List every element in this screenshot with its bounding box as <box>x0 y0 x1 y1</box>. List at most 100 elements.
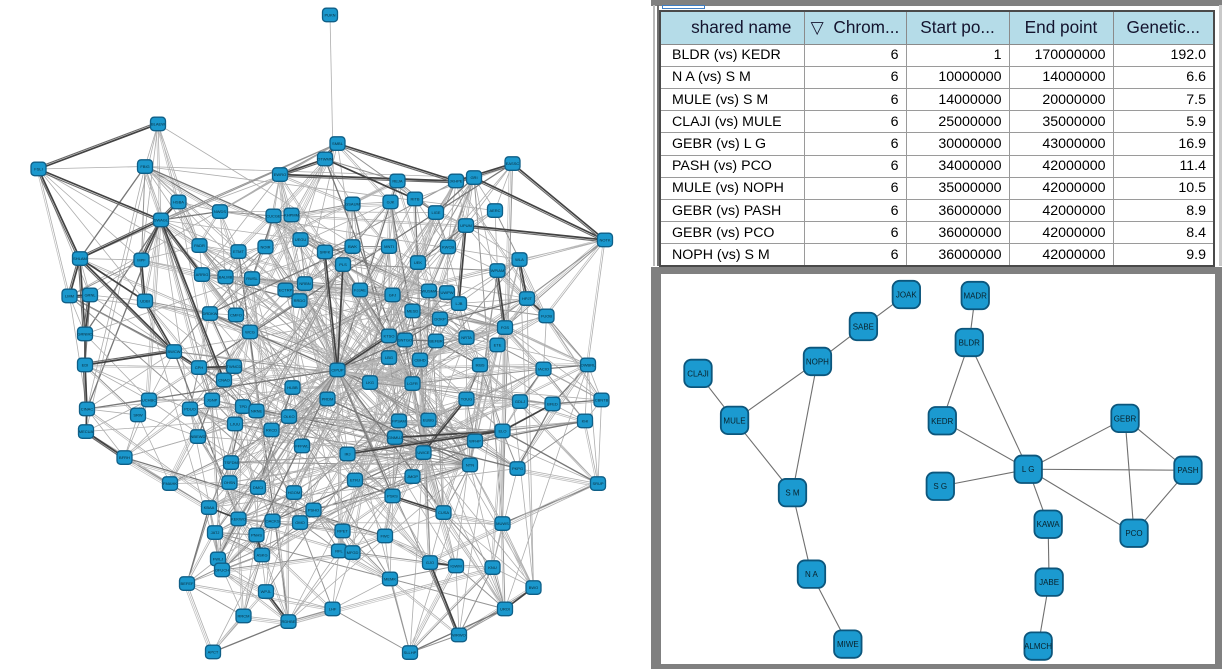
svg-text:FMAHK: FMAHK <box>163 481 177 486</box>
svg-text:BWK: BWK <box>348 244 357 249</box>
svg-text:WRWO: WRWO <box>452 633 465 638</box>
svg-text:MNTI: MNTI <box>384 244 394 249</box>
svg-text:NOTK: NOTK <box>599 238 610 243</box>
svg-text:CLAJI: CLAJI <box>687 369 709 378</box>
svg-text:UDBI: UDBI <box>140 299 150 304</box>
svg-text:NRTA: NRTA <box>461 335 472 340</box>
svg-text:LJUU: LJUU <box>230 422 240 427</box>
svg-text:HGOM: HGOM <box>288 490 300 495</box>
svg-text:PADR: PADR <box>194 243 205 248</box>
svg-text:SWAGL: SWAGL <box>154 218 169 223</box>
svg-text:CIPUP: CIPUP <box>331 368 344 373</box>
svg-text:IRJ: IRJ <box>345 452 351 457</box>
svg-text:KWCB: KWCB <box>442 245 454 250</box>
svg-text:MECUA: MECUA <box>79 429 94 434</box>
svg-text:JABE: JABE <box>1039 578 1059 587</box>
svg-text:PASH: PASH <box>1177 466 1198 475</box>
svg-text:DRDKW: DRDKW <box>202 311 217 316</box>
svg-text:CNAO: CNAO <box>218 378 230 383</box>
svg-text:OTWMN: OTWMN <box>317 157 333 162</box>
svg-text:MUWS: MUWS <box>496 521 509 526</box>
svg-text:HSBA: HSBA <box>173 200 184 205</box>
svg-text:EASSC: EASSC <box>506 161 520 166</box>
svg-text:TSFDM: TSFDM <box>224 460 238 465</box>
svg-text:LHF: LHF <box>329 607 337 612</box>
svg-text:LMM: LMM <box>65 294 74 299</box>
svg-text:ECTRP: ECTRP <box>279 288 293 293</box>
svg-text:UWPW: UWPW <box>440 290 453 295</box>
svg-text:HLBB: HLBB <box>287 385 298 390</box>
svg-text:WPJL: WPJL <box>261 589 272 594</box>
svg-text:SMBL: SMBL <box>332 141 344 146</box>
svg-text:GFJ: GFJ <box>389 293 397 298</box>
svg-text:EDI: EDI <box>82 363 89 368</box>
svg-text:RKCD: RKCD <box>266 428 277 433</box>
svg-text:CMFO: CMFO <box>230 313 242 318</box>
svg-text:ETE: ETE <box>494 343 502 348</box>
svg-text:NRBN: NRBN <box>299 281 310 286</box>
svg-text:FWLJ: FWLJ <box>213 557 223 562</box>
svg-text:ARRIG: ARRIG <box>196 272 209 277</box>
svg-text:KEKWO: KEKWO <box>231 517 246 522</box>
svg-text:L G: L G <box>1021 465 1034 474</box>
svg-text:PUKN: PUKN <box>324 13 335 18</box>
svg-text:MESD: MESD <box>407 309 419 314</box>
svg-text:FUOB: FUOB <box>541 314 552 319</box>
svg-text:JOAK: JOAK <box>895 290 916 299</box>
svg-text:OWBRL: OWBRL <box>581 363 596 368</box>
svg-text:LIGE: LIGE <box>431 210 440 215</box>
svg-text:JKHPE: JKHPE <box>450 179 463 184</box>
svg-text:GEBR: GEBR <box>1113 414 1136 423</box>
svg-text:BWO: BWO <box>529 585 539 590</box>
svg-text:SRUP: SRUP <box>592 481 603 486</box>
svg-text:WUSMA: WUSMA <box>421 289 437 294</box>
svg-text:UEK: UEK <box>414 260 423 265</box>
svg-text:GDLJ: GDLJ <box>515 399 525 404</box>
svg-text:MEMK: MEMK <box>384 577 396 582</box>
svg-text:ASKG: ASKG <box>256 553 267 558</box>
svg-text:DMCI: DMCI <box>253 485 263 490</box>
svg-text:TWNCD: TWNCD <box>227 364 242 369</box>
svg-text:NTN: NTN <box>466 463 474 468</box>
svg-text:NBEWD: NBEWD <box>191 434 206 439</box>
svg-text:UCHBC: UCHBC <box>142 398 156 403</box>
svg-text:CBHD: CBHD <box>414 358 425 363</box>
svg-text:RDHBE: RDHBE <box>281 619 295 624</box>
svg-text:S M: S M <box>785 488 799 497</box>
svg-text:NWDS: NWDS <box>214 209 227 214</box>
svg-text:SRFK: SRFK <box>320 250 331 255</box>
svg-text:UWCE: UWCE <box>417 450 430 455</box>
svg-text:OHSN: OHSN <box>224 480 236 485</box>
svg-text:WPIAM: WPIAM <box>491 268 505 273</box>
svg-text:SHLAM: SHLAM <box>73 256 87 261</box>
svg-text:FFFWL: FFFWL <box>295 444 309 449</box>
svg-text:ELO: ELO <box>498 429 506 434</box>
svg-text:PSHO: PSHO <box>308 508 319 513</box>
svg-text:APCT: APCT <box>208 650 219 655</box>
svg-text:BFED: BFED <box>547 402 558 407</box>
svg-text:TPD: TPD <box>239 404 247 409</box>
svg-text:BEFEF: BEFEF <box>181 581 194 586</box>
svg-text:EUBG: EUBG <box>423 418 434 423</box>
svg-text:CPH: CPH <box>195 365 204 370</box>
svg-text:FGS: FGS <box>501 325 510 330</box>
svg-text:RFL: RFL <box>335 549 343 554</box>
svg-text:SABE: SABE <box>852 322 873 331</box>
svg-text:GNMUJ: GNMUJ <box>388 435 402 440</box>
svg-text:RITB: RITB <box>410 197 419 202</box>
svg-text:FPSAM: FPSAM <box>392 419 406 424</box>
svg-text:PDUO: PDUO <box>184 407 196 412</box>
svg-text:PNHS: PNHS <box>251 533 262 538</box>
svg-text:SLLHP: SLLHP <box>404 650 417 655</box>
svg-text:MPF: MPF <box>137 258 146 263</box>
svg-text:BLDR: BLDR <box>958 338 980 347</box>
svg-text:KBAA: KBAA <box>204 505 215 510</box>
svg-text:GRI: GRI <box>470 175 477 180</box>
svg-text:RRCM: RRCM <box>238 614 250 619</box>
svg-text:NOIR: NOIR <box>261 245 271 250</box>
svg-text:WLA: WLA <box>515 257 524 262</box>
svg-text:PCO: PCO <box>1125 529 1142 538</box>
svg-text:MADR: MADR <box>963 291 987 300</box>
svg-text:KEDR: KEDR <box>931 416 953 425</box>
svg-text:PLS: PLS <box>339 262 347 267</box>
